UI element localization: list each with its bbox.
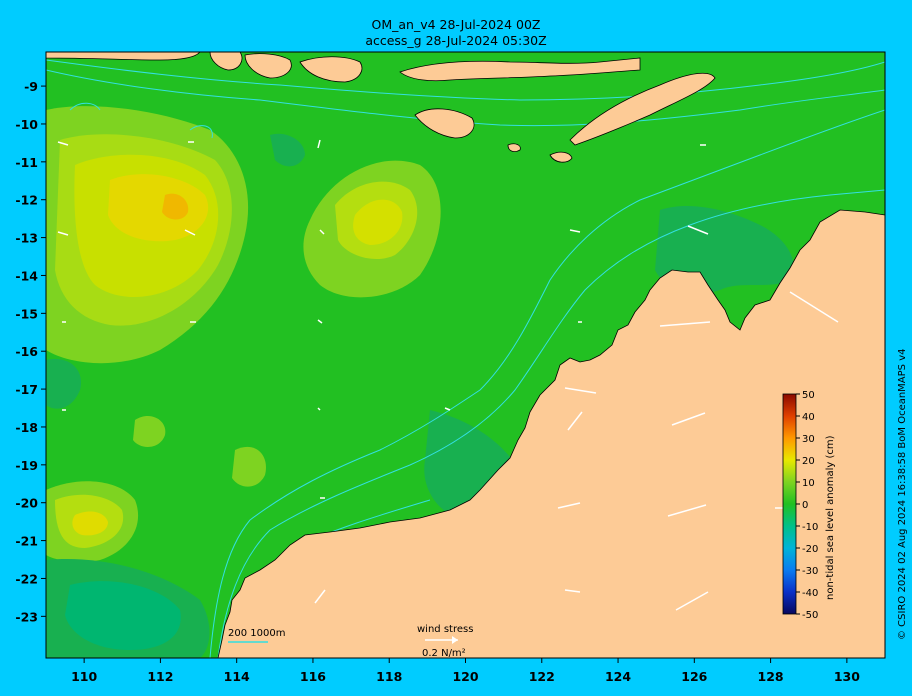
map-title-line2: access_g 28-Jul-2024 05:30Z	[365, 33, 547, 48]
colorbar-tick-label: 50	[802, 390, 815, 401]
colorbar-tick-label: 40	[802, 412, 815, 423]
y-tick-label: -18	[15, 420, 38, 435]
copyright-notice: © CSIRO 2024 02 Aug 2024 16:38:58 BoM Oc…	[897, 348, 908, 641]
sumba-island	[414, 108, 475, 139]
colorbar-scale	[782, 393, 797, 615]
y-axis-ticks: -9 -10 -11 -12 -13 -14 -15 -16 -17 -18 -19 -20 -21 -2…	[15, 79, 46, 624]
y-tick-label: -22	[15, 571, 38, 586]
colorbar-tick-label: 30	[802, 434, 815, 445]
bathymetry-contours	[46, 59, 885, 658]
bali-island	[209, 52, 243, 71]
x-tick-label: 124	[605, 669, 631, 684]
map-plot-area[interactable]	[46, 52, 885, 658]
contour-legend-label: 200 1000m	[228, 628, 285, 639]
colorbar-tick-label: -10	[802, 522, 818, 533]
colorbar-tick-label: 20	[802, 456, 815, 467]
colorbar: 50 40 30 20 10 0 -10 -20 -30 -40 -50 non-tidal sea…	[782, 390, 836, 621]
x-tick-label: 116	[300, 669, 326, 684]
x-tick-label: 120	[452, 669, 478, 684]
x-tick-label: 128	[758, 669, 784, 684]
x-tick-label: 110	[71, 669, 97, 684]
timor-island	[569, 72, 716, 146]
rote-island	[549, 151, 573, 163]
colorbar-tick-label: -20	[802, 544, 818, 555]
y-tick-label: -9	[24, 79, 38, 94]
y-tick-label: -15	[15, 306, 38, 321]
lombok-island	[244, 53, 292, 79]
x-tick-label: 122	[529, 669, 555, 684]
map-title-line1: OM_an_v4 28-Jul-2024 00Z	[371, 17, 541, 32]
wind-stress-arrows	[57, 139, 839, 611]
y-tick-label: -17	[15, 382, 38, 397]
y-tick-label: -20	[15, 496, 38, 511]
anomaly-contours	[46, 106, 794, 658]
y-tick-label: -14	[15, 268, 38, 283]
y-tick-label: -19	[15, 458, 38, 473]
land-masses	[46, 52, 885, 658]
colorbar-tick-label: -40	[802, 588, 818, 599]
colorbar-tick-label: -30	[802, 566, 818, 577]
sumbawa-island	[299, 56, 363, 83]
flores-island	[399, 57, 641, 82]
colorbar-tick-label: 10	[802, 478, 815, 489]
x-tick-label: 126	[681, 669, 707, 684]
colorbar-tick-label: -50	[802, 610, 818, 621]
wind-stress-value: 0.2 N/m²	[422, 648, 466, 659]
colorbar-ticks: 50 40 30 20 10 0 -10 -20 -30 -40 -50	[796, 390, 818, 621]
x-axis-ticks: 110 112 114 116 118 120 122 124 126 128 130	[71, 658, 860, 684]
y-tick-label: -11	[15, 155, 38, 170]
x-tick-label: 114	[224, 669, 250, 684]
y-tick-label: -12	[15, 193, 38, 208]
y-tick-label: -21	[15, 534, 38, 549]
y-tick-label: -16	[15, 344, 38, 359]
java-east	[46, 52, 201, 61]
savu-island	[507, 143, 521, 152]
x-tick-label: 130	[834, 669, 860, 684]
y-tick-label: -23	[15, 609, 38, 624]
colorbar-tick-label: 0	[802, 500, 808, 511]
x-tick-label: 112	[147, 669, 173, 684]
x-tick-label: 118	[376, 669, 402, 684]
wind-stress-title: wind stress	[417, 624, 473, 635]
australia-mainland	[217, 209, 885, 658]
y-tick-label: -10	[15, 117, 38, 132]
contour-legend: 200 1000m	[228, 628, 285, 643]
colorbar-label: non-tidal sea level anomaly (cm)	[825, 435, 836, 600]
y-tick-label: -13	[15, 231, 38, 246]
wind-stress-legend: wind stress 0.2 N/m²	[417, 624, 473, 659]
